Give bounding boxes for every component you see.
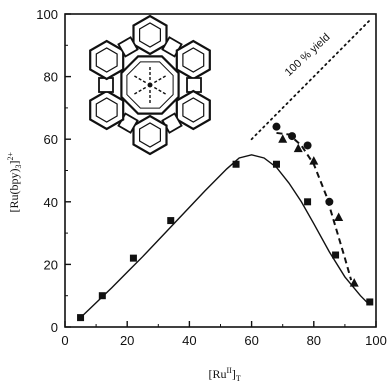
x-tick-label: 40 [182,333,196,348]
ligand-bond [153,86,166,95]
cage-inner-ring [139,122,161,148]
dotted-fit-line [250,19,371,141]
triangle-point [349,278,359,287]
triangle-point [309,156,319,165]
triangle-point [278,134,288,143]
cage-inner-ring [95,47,118,73]
square-point [129,254,137,262]
x-tick-label: 60 [244,333,258,348]
square-point [167,217,175,225]
square-point [304,198,312,206]
cage-square [98,77,114,93]
square-point [272,160,280,168]
square-point [232,160,240,168]
ligand-bond [153,75,166,84]
ligand-bond [134,75,147,84]
cage-ring [89,89,125,131]
ligand-bond [134,86,147,95]
y-tick-label: 20 [44,257,58,272]
cage-ring [175,89,211,131]
y-tick-label: 60 [44,132,58,147]
zeolite-cage-inset [89,14,211,156]
cage-ring [132,114,168,156]
square-point [332,251,340,259]
y-axis-label: [Ru(bpy)3]2+ [6,152,23,213]
circle-point [303,141,312,150]
plot-area: 0 20 40 60 80 100 0 20 40 60 80 100 [36,7,387,348]
x-axis-label: [RuII]T [209,366,241,383]
dashed-fit-line [276,131,353,281]
ru-center [147,82,153,88]
x-tick-label: 80 [307,333,321,348]
x-tick-label: 0 [61,333,68,348]
square-point [77,314,85,322]
cage-square [186,77,202,93]
circle-point [325,197,334,206]
yield-annotation: 100 % yield [283,31,333,79]
x-tick-label: 20 [120,333,134,348]
square-point [98,292,106,300]
y-tick-label: 80 [44,70,58,85]
solid-fit-line [80,154,371,319]
cage-inner-ring [95,97,118,123]
cage-square [117,36,139,58]
circle-point [288,132,297,141]
y-tick-label: 0 [51,320,58,335]
square-point [366,298,374,306]
cage-inner-ring [182,97,205,123]
cage-ring [175,39,211,81]
circle-point [272,122,281,131]
triangle-point [293,143,303,153]
cage-inner-ring [182,47,205,73]
cage-ring [89,39,125,81]
triangle-point [334,212,344,221]
cage-inner-ring [139,22,161,48]
cage-ring [132,14,168,56]
x-tick-label: 100 [365,333,387,348]
y-tick-label: 100 [36,7,58,22]
supercage-inner-ring [126,61,174,109]
y-tick-label: 40 [44,195,58,210]
